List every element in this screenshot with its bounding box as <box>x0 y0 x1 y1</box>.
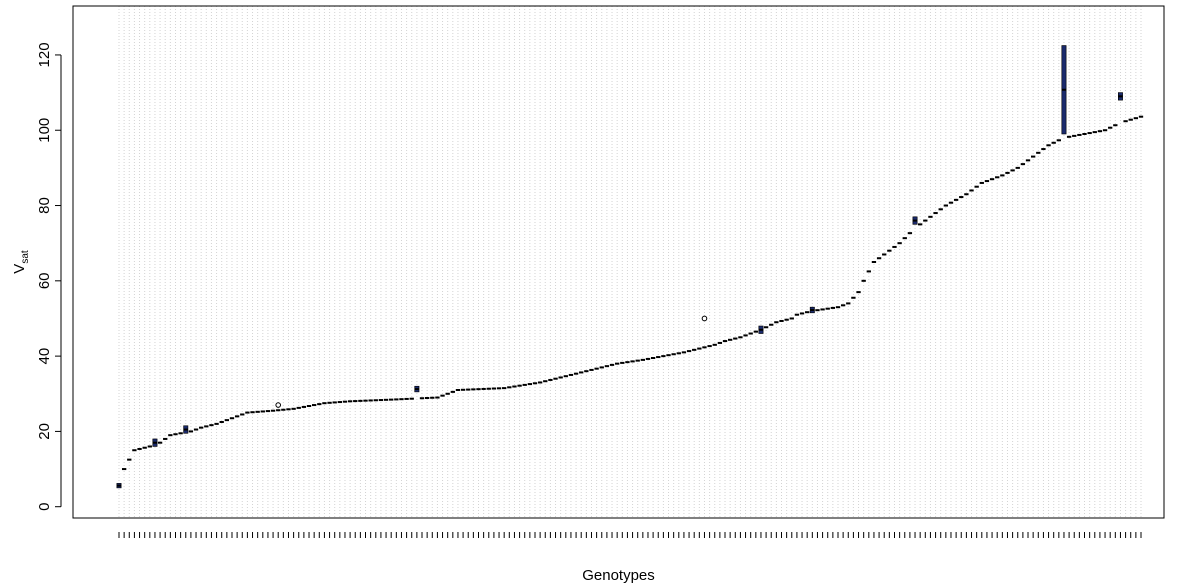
y-axis-title-subscript: sat <box>20 250 31 264</box>
y-axis: 0 20 40 60 80 100 120 <box>36 42 62 511</box>
y-tick-label: 60 <box>36 272 53 289</box>
outlier-point <box>701 315 708 322</box>
y-tick-label: 100 <box>36 118 53 143</box>
y-tick-label: 80 <box>36 197 53 214</box>
y-tick-label: 0 <box>36 503 53 511</box>
y-tick-label: 120 <box>36 42 53 67</box>
y-tick-label: 40 <box>36 348 53 365</box>
plot-frame <box>72 5 1165 519</box>
genotype-boxes <box>116 45 1144 489</box>
outlier-point <box>275 402 282 408</box>
grid-lines <box>118 6 1142 518</box>
x-axis-title: Genotypes <box>582 567 655 584</box>
y-axis-title-main: V <box>11 264 28 274</box>
y-axis-title: Vsat <box>11 250 31 274</box>
x-axis-ticks <box>118 532 1142 538</box>
y-tick-label: 20 <box>36 423 53 440</box>
